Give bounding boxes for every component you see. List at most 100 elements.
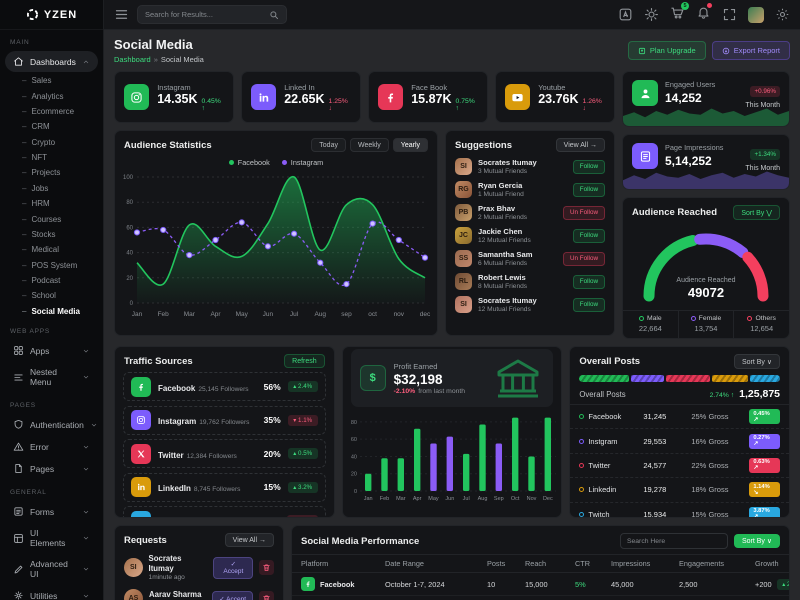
traffic-change-badge: ▴ 2.4% [287,381,318,392]
suggestions-panel: Suggestions View All → SI Socrates Ituma… [445,130,615,336]
grid-icon [14,346,23,355]
user-avatar[interactable] [748,6,764,23]
sidebar-subitem-hrm[interactable]: ‒ HRM [0,196,103,211]
suggestions-title: Suggestions [455,139,513,151]
breadcrumb-dashboard[interactable]: Dashboard [114,55,151,64]
sidebar-subitem-pos-system[interactable]: ‒ POS System [0,258,103,273]
accept-button[interactable]: ✓ Accept [213,556,254,579]
post-platform: Instgram [588,436,618,446]
hamburger-menu-icon[interactable] [114,7,129,22]
suggestion-name: Socrates Itumay [478,158,537,168]
plan-upgrade-button[interactable]: Plan Upgrade [627,41,706,60]
stat-platform: Instagram [157,82,191,92]
overall-posts-distribution-bar [579,375,780,382]
overall-posts-summary: Overall Posts 2.74% ↑ 1,25,875 [570,388,790,405]
suggestions-view-all-button[interactable]: View All → [555,138,605,152]
follow-button[interactable]: Follow [572,274,605,289]
accept-button[interactable]: ✓ Accept [212,591,253,600]
page-impressions-value: 5,14,252 [665,154,712,168]
suggestion-name: Ryan Gercia [478,181,523,191]
fullscreen-icon[interactable] [722,7,737,22]
notifications-button[interactable] [696,2,712,25]
sidebar-item-authentication[interactable]: Authentication [5,414,98,435]
global-search[interactable] [137,5,287,24]
traffic-name: Twitter [158,450,184,460]
sidebar-subitem-analytics[interactable]: ‒ Analytics [0,88,103,103]
filter-weekly-button[interactable]: Weekly [349,138,389,152]
sidebar-item-forms[interactable]: Forms [5,501,98,522]
topbar: 5 [104,0,800,30]
sidebar-subitem-crypto[interactable]: ‒ Crypto [0,135,103,150]
dash-icon: ‒ [22,260,27,270]
sidebar-subitem-crm[interactable]: ‒ CRM [0,119,103,134]
sidebar-subitem-stocks[interactable]: ‒ Stocks [0,227,103,242]
request-row: SI Socrates Itumay 1minute ago ✓ Accept [115,550,283,585]
suggestion-row: SS Samantha Sam 6 Mutual Friends Un Foll… [446,247,614,270]
sidebar-item-pages[interactable]: Pages [5,458,98,479]
unfollow-button[interactable]: Un Follow [563,205,605,220]
filter-today-button[interactable]: Today [311,138,346,152]
sidebar-item-error[interactable]: Error [5,436,98,457]
suggestion-mutual: 12 Mutual Friends [478,236,531,244]
audience-reached-sort-button[interactable]: Sort By ⋁ [733,205,780,220]
sidebar-subitem-school[interactable]: ‒ School [0,288,103,303]
traffic-name: Facebook [158,383,196,393]
suggestion-mutual: 8 Mutual Friends [478,282,528,290]
breadcrumb: Dashboard» Social Media [114,55,204,64]
svg-text:Feb: Feb [158,311,170,318]
search-input[interactable] [145,10,263,19]
delete-request-button[interactable] [259,591,274,600]
search-icon[interactable] [269,10,279,20]
dash-icon: ‒ [22,91,27,101]
settings-gear-icon[interactable] [775,7,790,22]
dash-icon: ‒ [22,153,27,163]
unfollow-button[interactable]: Un Follow [563,251,605,266]
sidebar-item-nested-menu[interactable]: Nested Menu [5,362,98,392]
suggestion-mutual: 2 Mutual Friends [478,213,528,221]
engaged-users-card: Engaged Users 14,252 +0.96% This Month [622,71,790,127]
sidebar-item-apps[interactable]: Apps [5,340,98,361]
sidebar-subitem-sales[interactable]: ‒ Sales [0,73,103,88]
follow-button[interactable]: Follow [572,297,605,312]
sidebar: YZEN MAIN Dashboards ‒ Sales ‒ Analytics ‒ Ecom… [0,0,104,600]
delete-request-button[interactable] [259,560,274,576]
refresh-button[interactable]: Refresh [284,354,325,368]
sidebar-item-dashboards[interactable]: Dashboards [5,51,98,72]
cart-button[interactable]: 5 [670,1,689,25]
svg-text:60: 60 [351,437,357,443]
overall-posts-sort-button[interactable]: Sort By ∨ [733,354,781,369]
follow-button[interactable]: Follow [572,228,605,243]
sidebar-subitem-medical[interactable]: ‒ Medical [0,242,103,257]
export-report-button[interactable]: Export Report [711,41,790,60]
post-count: 29,553 [643,436,667,446]
sidebar-subitem-projects[interactable]: ‒ Projects [0,165,103,180]
twitter-icon [137,450,145,457]
language-icon[interactable] [618,7,633,22]
svg-text:Aug: Aug [314,311,326,318]
filter-yearly-button[interactable]: Yearly [392,138,428,152]
requests-view-all-button[interactable]: View All → [224,533,274,547]
performance-sort-button[interactable]: Sort By ∨ [733,534,780,548]
sidebar-subitem-nft[interactable]: ‒ NFT [0,150,103,165]
sidebar-item-label: Error [30,441,49,452]
distribution-segment-twitter [665,375,710,382]
follow-button[interactable]: Follow [572,182,605,197]
app-logo[interactable]: YZEN [0,0,103,30]
dash-icon: ‒ [22,306,27,316]
theme-toggle-icon[interactable] [644,7,659,22]
performance-search-input[interactable] [619,533,728,549]
sidebar-item-utilities[interactable]: Utilities [5,585,98,600]
sidebar-subitem-label: Analytics [31,91,64,101]
sidebar-item-advanced-ui[interactable]: Advanced UI [5,554,98,584]
sidebar-subitem-jobs[interactable]: ‒ Jobs [0,181,103,196]
svg-text:oct: oct [368,311,377,318]
svg-text:Nov: Nov [527,496,537,502]
sidebar-subitem-courses[interactable]: ‒ Courses [0,211,103,226]
sidebar-item-ui-elements[interactable]: UI Elements [5,523,98,553]
sidebar-subitem-social-media[interactable]: ‒ Social Media [0,304,103,319]
bank-icon [497,359,539,398]
follow-button[interactable]: Follow [572,159,605,174]
traffic-row-youtube: Youtube12,653 Followers 22% ▾ 1.45% [123,506,326,517]
sidebar-subitem-ecommerce[interactable]: ‒ Ecommerce [0,104,103,119]
sidebar-subitem-podcast[interactable]: ‒ Podcast [0,273,103,288]
